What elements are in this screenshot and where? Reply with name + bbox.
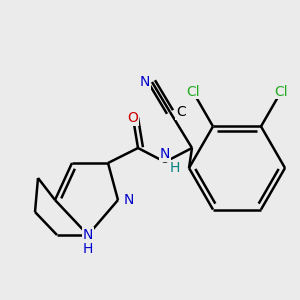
Text: H: H (83, 242, 93, 256)
Text: N: N (83, 228, 93, 242)
Text: N: N (124, 193, 134, 207)
Text: Cl: Cl (274, 85, 288, 99)
Text: N: N (140, 75, 150, 89)
Text: Cl: Cl (186, 85, 200, 99)
Text: N: N (160, 147, 170, 161)
Text: O: O (128, 111, 138, 125)
Text: C: C (176, 105, 186, 119)
Text: H: H (170, 161, 180, 175)
